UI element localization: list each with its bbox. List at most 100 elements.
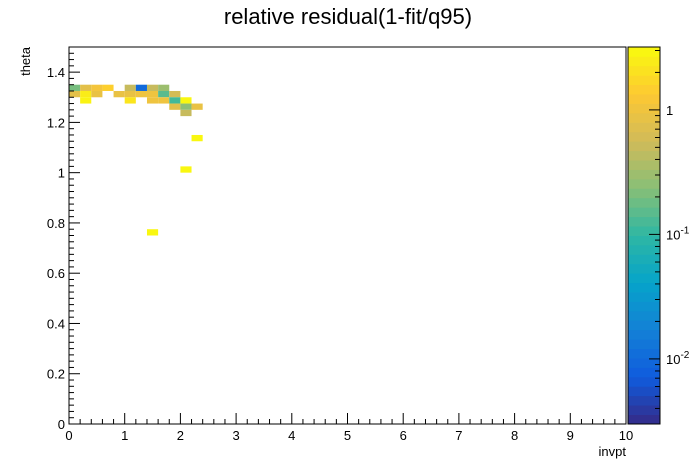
- z-tick-label: 10-2: [666, 350, 690, 367]
- x-axis: 0 1 2 3 4 5 6 7 8 9 10: [65, 413, 633, 443]
- color-scale-segment: [628, 348, 660, 359]
- y-tick-label: 0.8: [47, 216, 65, 231]
- x-tick-label: 4: [288, 428, 295, 443]
- color-scale-segment: [628, 56, 660, 67]
- heatmap-cells: [69, 84, 203, 236]
- heatmap-cell: [180, 103, 192, 110]
- y-tick-label: 1.2: [47, 115, 65, 130]
- color-scale-segment: [628, 254, 660, 265]
- color-scale-segment: [628, 94, 660, 104]
- color-scale-segment: [628, 103, 660, 114]
- heatmap-cell: [180, 166, 192, 173]
- color-scale-segment: [628, 141, 660, 152]
- heatmap-cell: [146, 229, 159, 236]
- color-scale-segment: [628, 282, 660, 293]
- heatmap-cell: [146, 84, 159, 91]
- heatmap-cell: [69, 84, 81, 91]
- heatmap-cell: [158, 84, 170, 91]
- heatmap-cell: [135, 84, 147, 91]
- heatmap-cell: [158, 97, 170, 104]
- heatmap-cell: [180, 109, 192, 117]
- color-scale-segment: [628, 235, 660, 246]
- color-scale-segment: [628, 358, 660, 368]
- y-axis-title: theta: [18, 46, 33, 76]
- color-scale-frame: [627, 46, 661, 425]
- color-scale-segment: [628, 169, 660, 180]
- color-scale-segment: [628, 329, 660, 340]
- heatmap-cell: [169, 103, 181, 110]
- x-tick-label: 0: [65, 428, 72, 443]
- color-scale-segment: [628, 216, 660, 227]
- x-tick-label: 8: [511, 428, 518, 443]
- x-axis-title: invpt: [599, 444, 627, 459]
- heatmap-cell: [169, 90, 181, 98]
- x-tick-label: 5: [344, 428, 351, 443]
- color-scale-segment: [628, 310, 660, 321]
- x-tick-label: 7: [455, 428, 462, 443]
- heatmap-cell: [191, 103, 203, 110]
- x-tick-label: 6: [400, 428, 407, 443]
- heatmap-cell: [146, 97, 159, 104]
- heatmap-cell: [80, 97, 92, 104]
- color-scale-axis: 10-2 10-1 1: [649, 49, 690, 425]
- color-scale-segment: [628, 178, 660, 189]
- color-scale-segment: [628, 376, 660, 387]
- x-tick-label: 9: [567, 428, 574, 443]
- x-tick-label: 3: [232, 428, 239, 443]
- heatmap-cell: [80, 84, 92, 91]
- color-scale-segment: [628, 197, 660, 208]
- heatmap-cell: [180, 97, 192, 104]
- color-scale-segment: [628, 367, 660, 378]
- color-scale-bar: [628, 47, 660, 425]
- color-scale-segment: [628, 339, 660, 349]
- heatmap-cell: [69, 90, 81, 98]
- heatmap-cell: [158, 90, 170, 98]
- heatmap-cell: [169, 97, 181, 104]
- heatmap-cell: [102, 84, 114, 91]
- color-scale-segment: [628, 405, 660, 415]
- heatmap-cell: [91, 90, 103, 98]
- x-tick-label: 10: [619, 428, 633, 443]
- y-tick-label: 0.2: [47, 367, 65, 382]
- color-scale-segment: [628, 395, 660, 406]
- heatmap-cell: [146, 90, 159, 98]
- y-tick-label: 0.6: [47, 266, 65, 281]
- color-scale-segment: [628, 320, 660, 331]
- heatmap-cell: [113, 90, 125, 98]
- y-axis: 0 0.2 0.4 0.6 0.8 1 1.2 1.4: [47, 46, 80, 432]
- color-scale-segment: [628, 160, 660, 170]
- heatmap-cell: [191, 134, 203, 142]
- y-tick-label: 1: [58, 166, 65, 181]
- color-scale-segment: [628, 273, 660, 284]
- z-tick-label: 1: [666, 103, 673, 118]
- color-scale-segment: [628, 386, 660, 397]
- x-tick-label: 1: [121, 428, 128, 443]
- color-scale-segment: [628, 263, 660, 274]
- color-scale-segment: [628, 84, 660, 95]
- heatmap-cell: [91, 84, 103, 91]
- color-scale-segment: [628, 47, 660, 57]
- color-scale-segment: [628, 226, 660, 236]
- color-scale-segment: [628, 244, 660, 255]
- color-scale-segment: [628, 188, 660, 199]
- heatmap-cell: [135, 90, 147, 98]
- color-scale-segment: [628, 150, 660, 161]
- heatmap-cell: [80, 90, 92, 98]
- color-scale-segment: [628, 207, 660, 218]
- y-tick-label: 0.4: [47, 316, 65, 331]
- color-scale-segment: [628, 122, 660, 133]
- color-scale-segment: [628, 414, 660, 425]
- heatmap-cell: [124, 84, 136, 91]
- y-tick-label: 0: [58, 417, 65, 432]
- heatmap-cell: [124, 90, 136, 98]
- color-scale-segment: [628, 65, 660, 76]
- color-scale-segment: [628, 75, 660, 86]
- color-scale-segment: [628, 292, 660, 302]
- color-scale-segment: [628, 131, 660, 142]
- z-tick-label: 10-1: [666, 225, 690, 242]
- chart-title: relative residual(1-fit/q95): [224, 4, 472, 29]
- color-scale-segment: [628, 112, 660, 123]
- color-scale-segment: [628, 301, 660, 312]
- heatmap-cell: [124, 97, 136, 104]
